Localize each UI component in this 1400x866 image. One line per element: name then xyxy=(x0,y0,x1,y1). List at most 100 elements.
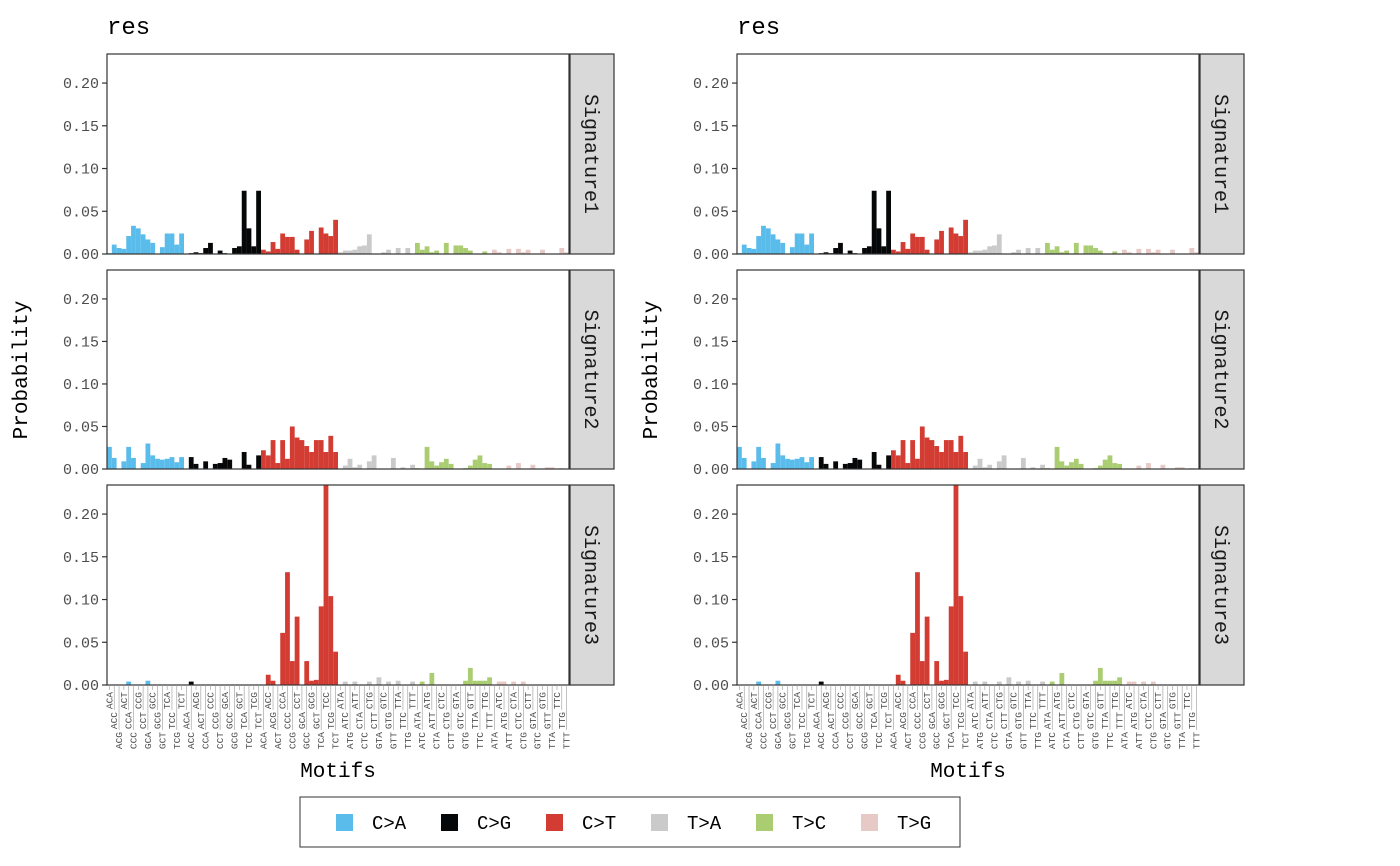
x-axis-title: Motifs xyxy=(930,761,1006,784)
legend-item: C>T xyxy=(546,813,616,835)
x-tick-label: TTG xyxy=(1187,712,1198,729)
bar xyxy=(366,234,372,254)
panel-background xyxy=(737,270,1199,469)
bar xyxy=(227,459,233,469)
bar xyxy=(948,440,954,469)
bar xyxy=(842,463,848,469)
bar xyxy=(386,249,391,254)
bar xyxy=(208,242,213,254)
bar xyxy=(477,455,483,469)
panel-border xyxy=(736,53,1200,255)
facet-strip xyxy=(569,484,615,686)
bar xyxy=(1073,458,1079,469)
x-tick-label: TTA xyxy=(1100,712,1111,729)
x-tick-label: ACG xyxy=(898,712,909,729)
bar xyxy=(1131,681,1137,685)
bar xyxy=(900,242,906,254)
x-tick-label: TTG xyxy=(1033,732,1044,749)
x-tick-label: ACA xyxy=(888,732,899,749)
bar xyxy=(833,248,839,254)
bar xyxy=(328,596,334,685)
bar xyxy=(395,248,401,254)
x-tick-label: ACG xyxy=(268,712,279,729)
bar xyxy=(280,632,286,685)
bar xyxy=(443,458,449,469)
x-tick-label: TTA xyxy=(547,732,558,749)
bar xyxy=(972,465,978,469)
bar xyxy=(1093,680,1098,685)
bar xyxy=(516,248,521,254)
bar xyxy=(145,239,151,254)
bar xyxy=(530,464,536,469)
plot-title: res xyxy=(107,15,150,42)
bar xyxy=(746,248,752,254)
bar xyxy=(818,457,824,469)
bar xyxy=(1025,248,1031,254)
bar xyxy=(919,426,925,469)
bar xyxy=(366,461,372,469)
x-tick-label: CTG xyxy=(1148,732,1159,749)
x-tick-label: GCC xyxy=(225,712,236,729)
x-tick-label: ACC xyxy=(263,692,274,709)
x-tick-label: ACC xyxy=(186,732,197,749)
bar xyxy=(948,606,954,685)
y-tick-label: 0.05 xyxy=(63,635,99,652)
bar xyxy=(1093,248,1098,254)
x-tick-label: TTC xyxy=(552,692,563,709)
x-tick-label: ACA xyxy=(104,692,115,709)
y-tick-label: 0.05 xyxy=(693,419,729,436)
x-tick-label: CTC xyxy=(989,732,1000,749)
bar xyxy=(953,485,959,685)
bar xyxy=(318,606,324,685)
x-tick-label: TCT xyxy=(961,732,972,749)
bar xyxy=(188,681,194,685)
bar xyxy=(342,250,348,254)
bar xyxy=(126,446,132,469)
bar xyxy=(948,227,954,254)
bar xyxy=(362,245,367,254)
x-tick-label: TCT xyxy=(807,692,818,709)
bar xyxy=(338,252,343,254)
x-tick-label: CTA xyxy=(432,732,443,749)
x-tick-label: ATC xyxy=(340,712,351,729)
bar xyxy=(905,463,911,469)
bar xyxy=(987,464,993,469)
bar xyxy=(1073,242,1079,254)
panel-signature2: 0.00 0.05 0.10 0.15 0.20 Signature2 xyxy=(693,269,1245,479)
bar xyxy=(972,250,978,254)
bar xyxy=(900,680,906,685)
x-tick-label: TCA xyxy=(162,692,173,709)
panel-border xyxy=(736,484,1200,686)
x-tick-label: TCA xyxy=(946,732,957,749)
x-tick-label: ATT xyxy=(1057,712,1068,729)
bar xyxy=(386,681,391,685)
x-tick-label: TTG xyxy=(1110,692,1121,709)
bar xyxy=(770,234,776,254)
x-tick-label: GCC xyxy=(855,712,866,729)
x-tick-label: TCC xyxy=(951,692,962,709)
bar xyxy=(501,681,507,685)
x-tick-label: GTT xyxy=(542,712,553,729)
bar xyxy=(1155,249,1161,254)
x-tick-label: GCT xyxy=(234,692,245,709)
bar xyxy=(150,455,156,469)
bar xyxy=(982,467,988,469)
x-tick-label: CCT xyxy=(768,712,779,729)
bar xyxy=(159,247,165,254)
x-axis-title: Motifs xyxy=(300,761,376,784)
bar xyxy=(741,457,747,469)
bar xyxy=(1107,680,1113,685)
bar xyxy=(275,248,281,254)
bar xyxy=(992,245,997,254)
x-tick-label: GCA xyxy=(220,692,231,709)
bar xyxy=(429,461,435,469)
bar xyxy=(1136,248,1142,254)
x-tick-label: CTA xyxy=(509,692,520,709)
bar xyxy=(876,464,882,469)
bar xyxy=(424,446,430,469)
bar xyxy=(1150,681,1156,685)
bar xyxy=(1011,252,1017,254)
bar xyxy=(222,457,228,469)
bar xyxy=(131,225,136,254)
bar xyxy=(958,236,964,254)
